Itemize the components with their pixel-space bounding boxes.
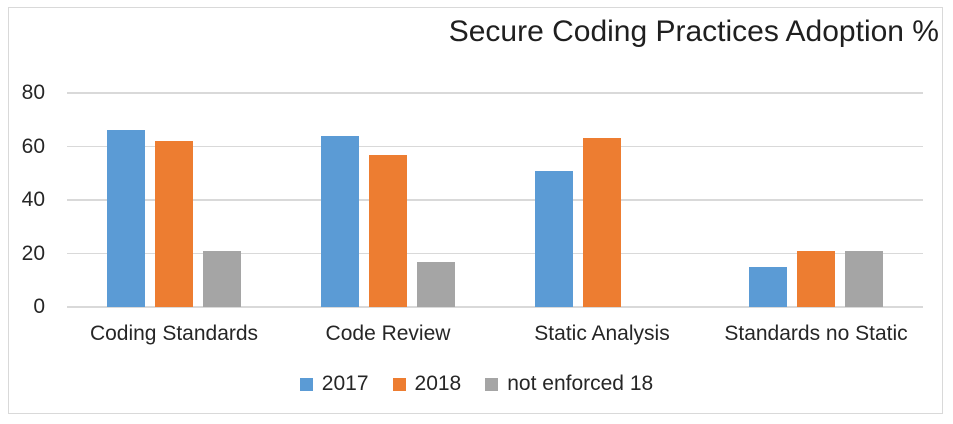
bar-2017: [321, 135, 359, 307]
legend-item: 2018: [392, 372, 462, 396]
legend-item: not enforced 18: [485, 372, 653, 396]
bar-not-enforced-18: [417, 261, 455, 307]
bar-2017: [749, 266, 787, 307]
gridline: [67, 145, 923, 148]
legend-label: 2018: [414, 372, 462, 395]
legend-item: 2017: [299, 372, 369, 396]
gridline: [67, 306, 923, 308]
gridline: [67, 92, 923, 94]
y-tick-label: 80: [21, 81, 45, 104]
bar-2017: [535, 170, 573, 307]
bar-2018: [583, 138, 621, 307]
bar-not-enforced-18: [845, 250, 883, 307]
gridline: [67, 199, 923, 201]
x-category-label: Standards no Static: [724, 322, 908, 345]
chart-frame: [8, 7, 943, 414]
chart-title: Secure Coding Practices Adoption %: [448, 15, 939, 48]
bar-2018: [797, 250, 835, 307]
bar-not-enforced-18: [203, 250, 241, 307]
y-tick-label: 40: [21, 188, 45, 211]
x-category-label: Code Review: [325, 322, 451, 345]
x-category-label: Coding Standards: [89, 322, 259, 345]
legend: 2017 2018 not enforced 18: [0, 372, 953, 396]
legend-marker-icon: [392, 377, 406, 391]
legend-label: not enforced 18: [507, 372, 654, 395]
legend-label: 2017: [321, 372, 369, 395]
y-tick-label: 0: [33, 295, 45, 318]
x-category-label: Static Analysis: [534, 322, 670, 345]
bar-2018: [155, 141, 193, 307]
y-tick-label: 60: [21, 134, 45, 158]
bar-2018: [369, 154, 407, 307]
gridline: [67, 252, 923, 255]
legend-marker-icon: [485, 377, 499, 391]
bar-2017: [107, 130, 145, 307]
legend-marker-icon: [299, 377, 313, 391]
y-tick-label: 20: [21, 241, 45, 265]
